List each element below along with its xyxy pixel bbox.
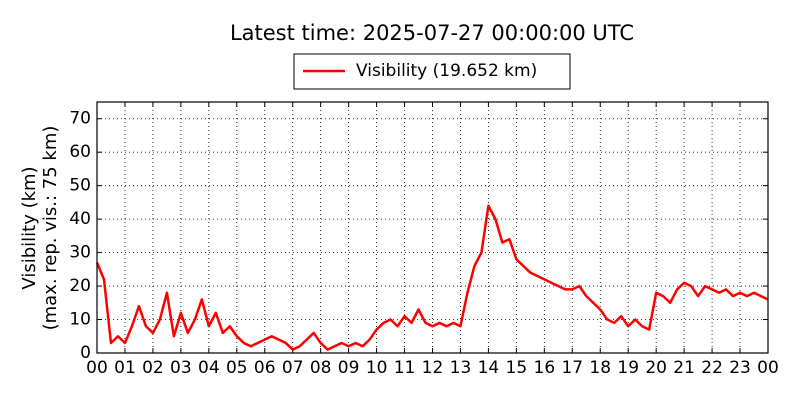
x-tick-label: 23 xyxy=(729,358,751,378)
x-tick-label: 14 xyxy=(478,358,500,378)
y-axis-label: (max. rep. vis.: 75 km) xyxy=(40,126,61,331)
x-tick-label: 00 xyxy=(757,358,779,378)
x-tick-label: 00 xyxy=(86,358,108,378)
x-tick-label: 06 xyxy=(254,358,276,378)
x-tick-label: 07 xyxy=(282,358,304,378)
y-tick-label: 70 xyxy=(69,109,91,129)
y-tick-label: 40 xyxy=(69,209,91,229)
x-tick-label: 01 xyxy=(114,358,136,378)
y-tick-label: 20 xyxy=(69,276,91,296)
x-tick-label: 03 xyxy=(170,358,192,378)
x-tick-label: 04 xyxy=(198,358,220,378)
y-tick-label: 50 xyxy=(69,176,91,196)
plot-frame xyxy=(96,101,769,354)
legend-label: Visibility (19.652 km) xyxy=(356,61,537,81)
chart-title: Latest time: 2025-07-27 00:00:00 UTC xyxy=(230,21,634,45)
x-tick-label: 08 xyxy=(310,358,332,378)
x-tick-label: 20 xyxy=(645,358,667,378)
y-tick-label: 10 xyxy=(69,310,91,330)
x-tick-label: 05 xyxy=(226,358,248,378)
x-tick-label: 10 xyxy=(366,358,388,378)
y-axis-label: Visibility (km) xyxy=(19,166,40,289)
x-tick-label: 12 xyxy=(422,358,444,378)
x-tick-label: 13 xyxy=(450,358,472,378)
y-tick-label: 30 xyxy=(69,243,91,263)
x-tick-label: 15 xyxy=(506,358,528,378)
legend: Visibility (19.652 km) xyxy=(293,53,571,90)
x-tick-label: 02 xyxy=(142,358,164,378)
x-tick-label: 18 xyxy=(589,358,611,378)
x-tick-label: 16 xyxy=(534,358,556,378)
x-tick-label: 09 xyxy=(338,358,360,378)
y-tick-label: 0 xyxy=(80,343,91,363)
y-tick-label: 60 xyxy=(69,142,91,162)
data-line xyxy=(95,204,769,351)
x-tick-label: 17 xyxy=(561,358,583,378)
x-tick-label: 11 xyxy=(394,358,416,378)
x-tick-label: 21 xyxy=(673,358,695,378)
x-tick-label: 22 xyxy=(701,358,723,378)
x-tick-label: 19 xyxy=(617,358,639,378)
